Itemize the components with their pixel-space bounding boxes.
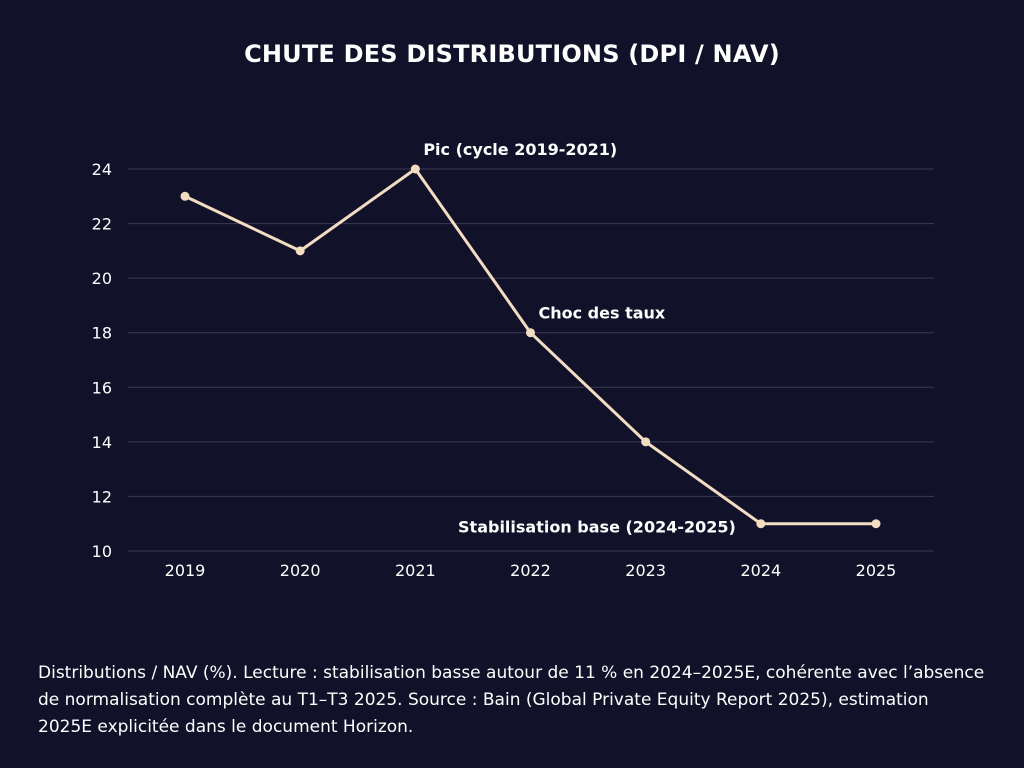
x-tick-label: 2020: [280, 561, 321, 580]
series-line: [183, 167, 878, 526]
y-tick-label: 14: [92, 433, 112, 452]
annotation-label: Stabilisation base (2024-2025): [458, 518, 736, 537]
y-tick-label: 24: [92, 160, 112, 179]
y-tick-label: 22: [92, 215, 112, 234]
y-tick-label: 12: [92, 487, 112, 506]
x-tick-label: 2023: [625, 561, 666, 580]
series-line-0: [183, 167, 878, 526]
y-tick-label: 18: [92, 324, 112, 343]
y-tick-label: 20: [92, 269, 112, 288]
x-tick-label: 2025: [856, 561, 897, 580]
x-tick-label: 2022: [510, 561, 551, 580]
grid-lines: [128, 168, 934, 552]
y-axis-ticks: 10 12 14 16 18 20 22 24: [92, 160, 112, 561]
x-tick-label: 2024: [740, 561, 781, 580]
series-points: [180, 164, 881, 529]
annotation-label: Choc des taux: [539, 304, 666, 323]
annotation-label: Pic (cycle 2019-2021): [423, 140, 617, 159]
y-tick-label: 10: [92, 542, 112, 561]
annotations: Pic (cycle 2019-2021) Choc des taux Stabil…: [423, 140, 735, 537]
data-point-2022: [526, 328, 535, 338]
data-point-2019: [180, 191, 190, 201]
chart-caption: Distributions / NAV (%). Lecture : stabi…: [38, 663, 985, 737]
data-point-2023: [641, 437, 651, 447]
chart-title: CHUTE DES DISTRIBUTIONS (DPI / NAV): [244, 40, 780, 68]
data-point-2021: [410, 164, 420, 174]
x-axis-ticks: 2019 2020 2021 2022 2023 2024 2025: [165, 561, 897, 580]
data-point-2024: [756, 519, 766, 529]
y-tick-label: 16: [92, 378, 112, 397]
x-tick-label: 2019: [165, 561, 206, 580]
data-point-2025: [871, 519, 881, 529]
data-point-2020: [295, 246, 305, 256]
x-tick-label: 2021: [395, 561, 436, 580]
